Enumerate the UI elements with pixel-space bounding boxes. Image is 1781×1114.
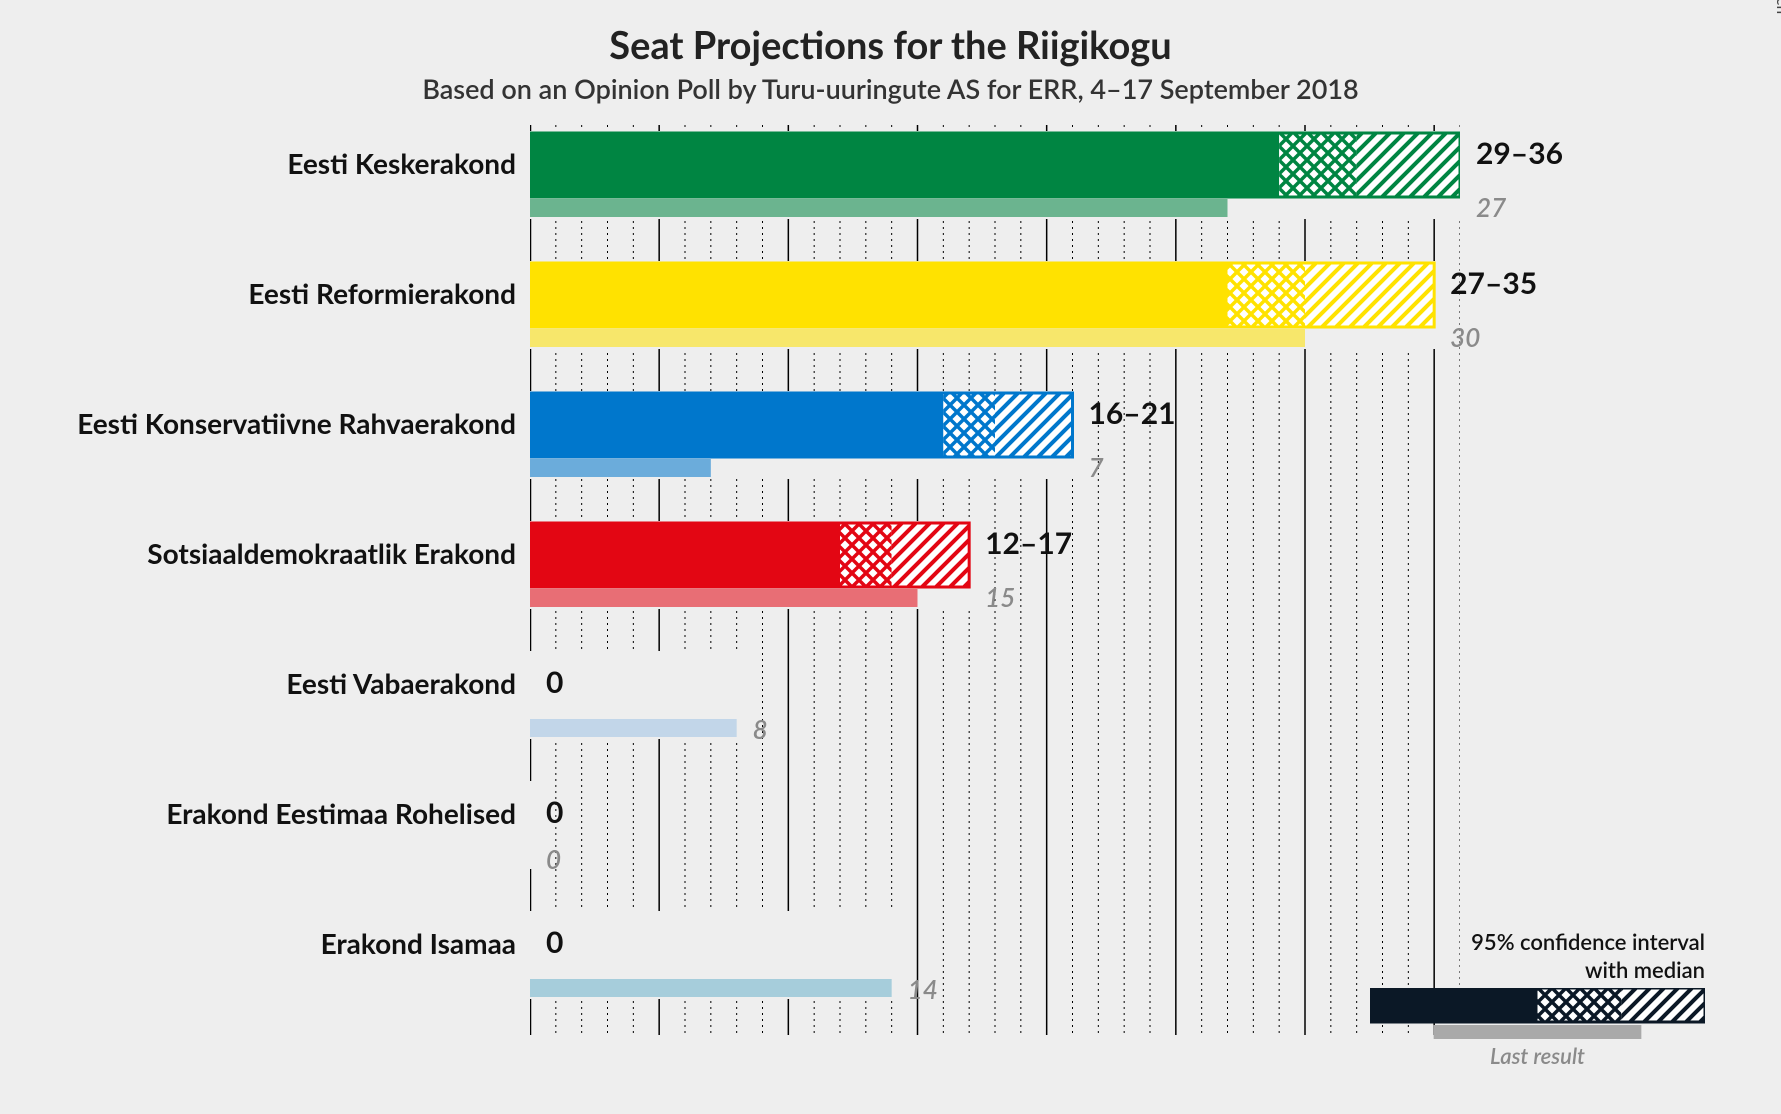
legend-line-1: 95% confidence interval <box>1370 928 1705 955</box>
seat-projection-chart: Eesti Keskerakond29–3627Eesti Reformiera… <box>530 125 1460 1065</box>
last-result-value: 0 <box>546 843 561 875</box>
last-result-value: 30 <box>1450 321 1480 353</box>
party-label: Sotsiaaldemokraatlik Erakond <box>147 536 516 570</box>
legend-last-text: Last result <box>1370 1042 1705 1069</box>
chart-subtitle: Based on an Opinion Poll by Turu-uuringu… <box>0 72 1781 105</box>
range-value: 0 <box>546 664 563 700</box>
range-value: 27–35 <box>1450 265 1537 301</box>
party-label: Eesti Konservatiivne Rahvaerakond <box>77 406 516 440</box>
last-result-value: 7 <box>1089 451 1104 483</box>
range-value: 29–36 <box>1476 135 1563 171</box>
party-label: Erakond Eestimaa Rohelised <box>166 796 516 830</box>
party-label: Eesti Vabaerakond <box>286 666 516 700</box>
party-label: Eesti Reformierakond <box>248 276 516 310</box>
last-result-value: 27 <box>1476 191 1506 223</box>
party-label: Eesti Keskerakond <box>287 146 516 180</box>
range-value: 0 <box>546 924 563 960</box>
copyright-text: © 2018 Filip van Laenen <box>1773 0 1781 14</box>
party-label: Erakond Isamaa <box>321 926 516 960</box>
last-result-value: 8 <box>753 713 768 745</box>
range-value: 16–21 <box>1089 395 1176 431</box>
range-value: 0 <box>546 794 563 830</box>
last-result-value: 15 <box>985 581 1015 613</box>
chart-title: Seat Projections for the Riigikogu <box>0 22 1781 68</box>
legend-line-2: with median <box>1370 956 1705 983</box>
last-result-value: 14 <box>908 973 938 1005</box>
range-value: 12–17 <box>985 525 1072 561</box>
